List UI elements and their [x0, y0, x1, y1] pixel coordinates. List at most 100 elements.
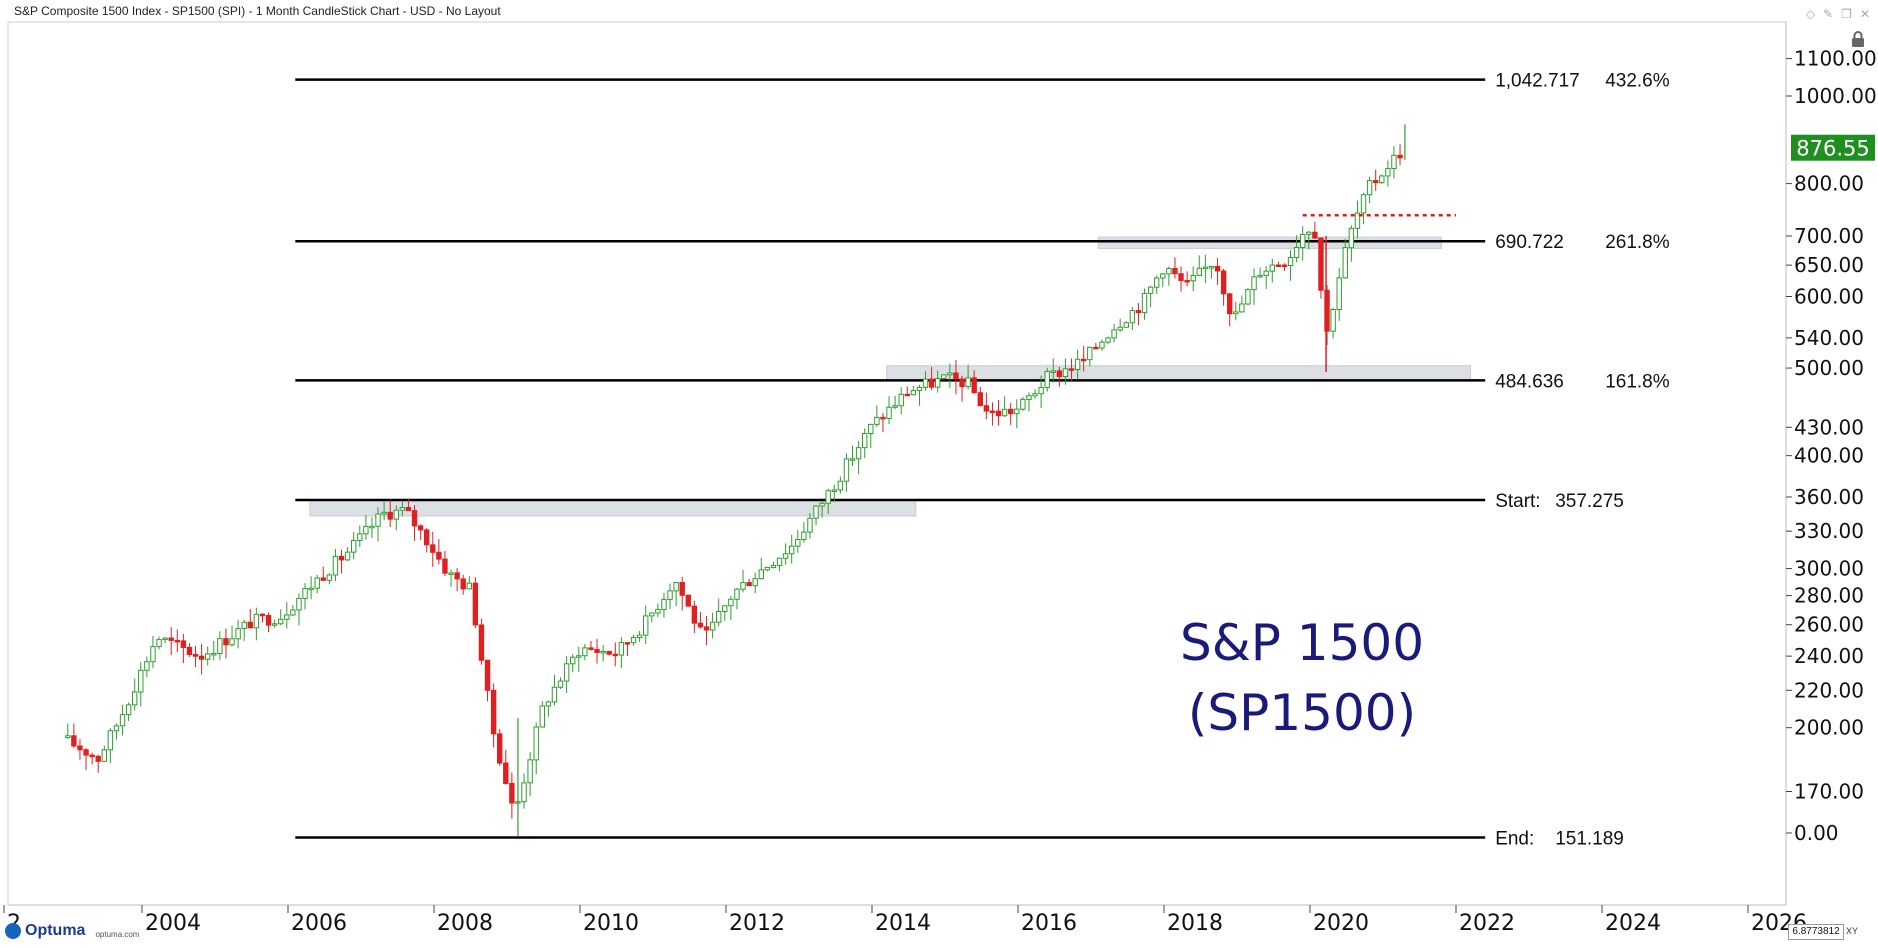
- y-tick-label-3: 800.00: [1794, 172, 1864, 196]
- candle-body: [1342, 247, 1348, 279]
- level-label-4: Start:: [1495, 491, 1540, 512]
- candle-129: [843, 453, 850, 492]
- candle-body: [576, 655, 582, 658]
- candle-31: [247, 608, 253, 629]
- candle-body: [709, 621, 716, 631]
- candle-body: [466, 582, 472, 590]
- candle-body: [308, 587, 314, 591]
- close-icon[interactable]: ✕: [1859, 7, 1870, 21]
- lock-icon[interactable]: [1850, 30, 1866, 48]
- candle-body: [113, 725, 120, 732]
- candle-182: [1166, 266, 1172, 286]
- candle-67: [466, 576, 472, 590]
- candle-55: [393, 505, 399, 531]
- candle-body: [667, 590, 673, 600]
- candle-body: [205, 653, 211, 660]
- candle-71: [490, 683, 497, 748]
- candle-175: [1123, 321, 1129, 328]
- candle-body: [636, 634, 643, 639]
- candle-body: [1117, 326, 1123, 331]
- y-tick-label-15: 260.00: [1794, 613, 1864, 637]
- xy-toggle[interactable]: XY: [1846, 926, 1859, 936]
- candle-22: [192, 645, 199, 668]
- candle-body: [1129, 310, 1136, 324]
- candle-body: [1373, 180, 1379, 184]
- pin-icon[interactable]: ✎: [1823, 7, 1834, 21]
- candle-body: [192, 653, 199, 657]
- candle-1: [65, 723, 71, 739]
- candle-body: [533, 726, 539, 761]
- candle-body: [740, 582, 746, 590]
- candle-body: [716, 611, 722, 623]
- candle-100: [667, 583, 673, 610]
- candle-body: [697, 622, 704, 628]
- candle-117: [770, 561, 777, 569]
- restore-icon[interactable]: ❐: [1841, 7, 1852, 21]
- candle-body: [138, 669, 144, 693]
- candle-body: [588, 647, 594, 650]
- candle-body: [484, 659, 491, 691]
- candle-137: [892, 395, 898, 410]
- candle-body: [357, 533, 363, 542]
- candle-94: [630, 634, 637, 646]
- watermark-line-1: S&P 1500: [1180, 614, 1424, 672]
- candle-114: [752, 572, 758, 594]
- candle-91: [612, 642, 618, 667]
- candle-body: [460, 578, 466, 590]
- candle-66: [460, 574, 466, 595]
- candle-body: [174, 639, 180, 643]
- candle-173: [1111, 323, 1117, 343]
- candle-body: [1214, 265, 1221, 272]
- candle-body: [892, 405, 898, 408]
- candle-211: [1342, 238, 1348, 279]
- candle-124: [813, 505, 819, 526]
- candle-body: [1135, 310, 1142, 314]
- candle-177: [1135, 303, 1142, 326]
- candle-13: [138, 662, 144, 707]
- candle-56: [399, 501, 406, 517]
- candle-body: [953, 372, 959, 380]
- candle-34: [265, 612, 272, 633]
- candle-58: [411, 504, 418, 541]
- candle-body: [387, 511, 393, 520]
- candle-body: [223, 638, 229, 646]
- y-tick-label-17: 220.00: [1794, 678, 1864, 702]
- x-tick-label-6: 2012: [729, 911, 785, 936]
- candle-57: [405, 498, 412, 512]
- candle-77: [527, 752, 533, 797]
- candle-body: [776, 557, 783, 567]
- candle-210: [1336, 267, 1342, 321]
- y-tick-label-6: 600.00: [1794, 285, 1864, 309]
- candle-146: [947, 363, 953, 388]
- candle-body: [1354, 212, 1361, 229]
- candle-115: [758, 557, 764, 580]
- candle-194: [1239, 295, 1245, 313]
- candle-60: [424, 527, 430, 553]
- candle-180: [1154, 275, 1160, 295]
- candle-body: [1287, 257, 1294, 267]
- candle-168: [1081, 345, 1087, 372]
- y-tick-label-8: 500.00: [1794, 356, 1864, 380]
- candle-80: [545, 700, 552, 717]
- candle-135: [880, 412, 886, 433]
- candle-body: [1099, 341, 1105, 349]
- candle-47: [344, 547, 351, 561]
- candle-82: [557, 677, 564, 689]
- candle-body: [782, 553, 789, 559]
- candle-body: [868, 423, 874, 435]
- candle-body: [703, 626, 710, 631]
- candle-122: [801, 522, 807, 543]
- candle-body: [1032, 393, 1038, 397]
- candle-165: [1062, 358, 1069, 385]
- candle-body: [509, 782, 515, 804]
- optuma-logo: Optuma optuma.com: [5, 922, 139, 940]
- scale-input[interactable]: 6.8773812: [1788, 924, 1844, 940]
- candle-body: [600, 650, 606, 654]
- candle-76: [521, 773, 527, 809]
- candle-body: [399, 507, 406, 511]
- diamond-icon[interactable]: ◇: [1805, 7, 1816, 21]
- candle-body: [1263, 270, 1269, 276]
- candle-30: [241, 619, 247, 642]
- candle-69: [478, 618, 485, 665]
